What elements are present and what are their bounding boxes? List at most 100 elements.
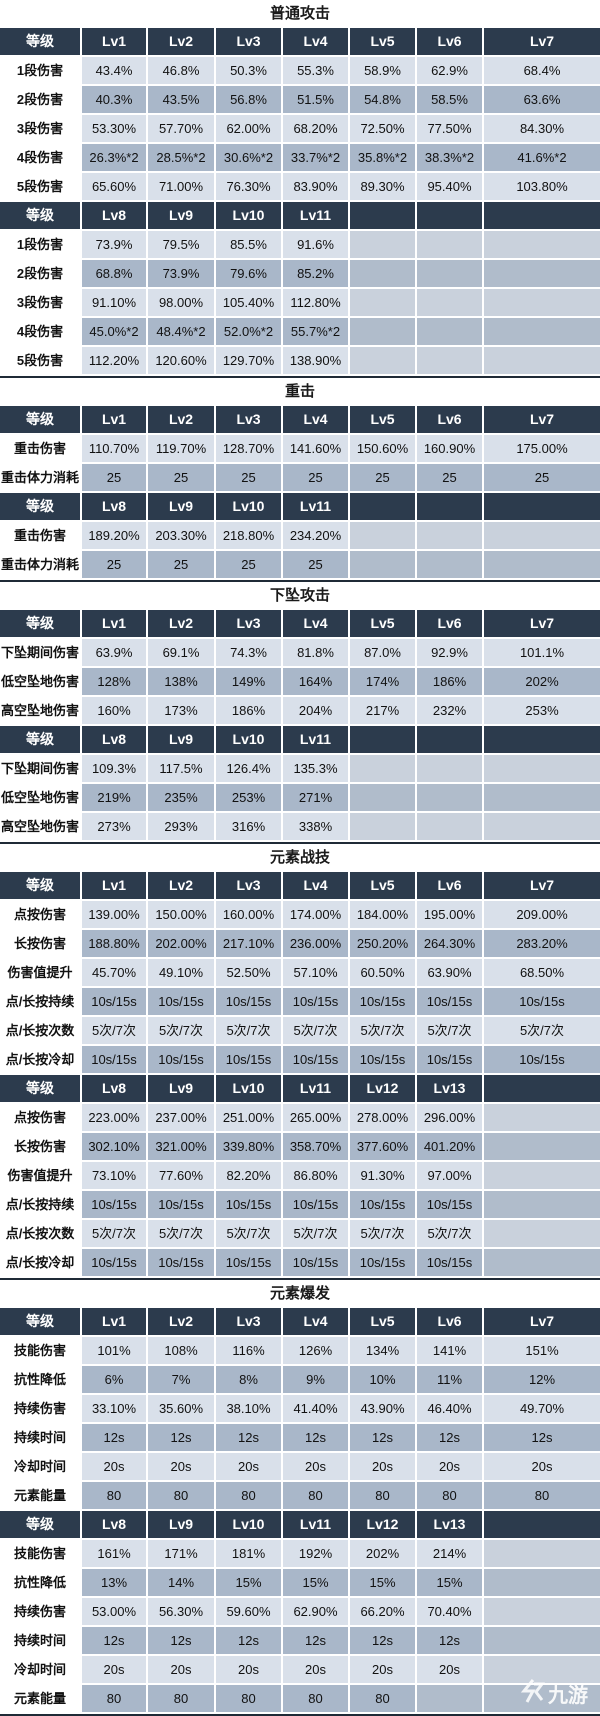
value-cell: 25	[148, 551, 214, 578]
value-cell: 74.3%	[216, 639, 281, 666]
row-label: 重击伤害	[0, 435, 80, 462]
value-cell: 101%	[82, 1337, 146, 1364]
empty-cell	[484, 1133, 600, 1160]
empty-cell	[484, 784, 600, 811]
table-header-row: 等级 Lv1 Lv2 Lv3 Lv4 Lv5 Lv6 Lv7	[0, 406, 600, 435]
value-cell: 5次/7次	[350, 1017, 415, 1044]
value-cell: 189.20%	[82, 522, 146, 549]
value-cell: 12s	[82, 1424, 146, 1451]
table-row: 长按伤害 302.10% 321.00% 339.80% 358.70% 377.60% 4…	[0, 1133, 600, 1162]
row-label: 点/长按次数	[0, 1220, 80, 1247]
row-label: 3段伤害	[0, 115, 80, 142]
row-label: 重击伤害	[0, 522, 80, 549]
value-cell: 202.00%	[148, 930, 214, 957]
value-cell: 68.4%	[484, 57, 600, 84]
value-cell: 138%	[148, 668, 214, 695]
value-cell: 20s	[350, 1453, 415, 1480]
table-row: 点/长按次数 5次/7次 5次/7次 5次/7次 5次/7次 5次/7次 5次/7次	[0, 1220, 600, 1249]
level-column-header: Lv5	[350, 1308, 415, 1335]
value-cell: 253%	[216, 784, 281, 811]
table-row: 3段伤害 91.10% 98.00% 105.40% 112.80%	[0, 289, 600, 318]
value-cell: 12%	[484, 1366, 600, 1393]
value-cell: 25	[283, 464, 348, 491]
value-cell: 49.70%	[484, 1395, 600, 1422]
value-cell: 48.4%*2	[148, 318, 214, 345]
empty-cell	[417, 260, 482, 287]
value-cell: 84.30%	[484, 115, 600, 142]
value-cell: 235%	[148, 784, 214, 811]
value-cell: 160%	[82, 697, 146, 724]
empty-cell	[484, 1569, 600, 1596]
value-cell: 10%	[350, 1366, 415, 1393]
empty-cell	[417, 1685, 482, 1712]
value-cell: 174.00%	[283, 901, 348, 928]
value-cell: 251.00%	[216, 1104, 281, 1131]
empty-cell	[484, 1104, 600, 1131]
level-column-header: Lv8	[82, 1511, 146, 1538]
value-cell: 14%	[148, 1569, 214, 1596]
row-label: 技能伤害	[0, 1337, 80, 1364]
value-cell: 253%	[484, 697, 600, 724]
level-header: 等级	[0, 1308, 80, 1335]
value-cell: 52.0%*2	[216, 318, 281, 345]
value-cell: 109.3%	[82, 755, 146, 782]
value-cell: 10s/15s	[417, 1191, 482, 1218]
table-row: 伤害值提升 73.10% 77.60% 82.20% 86.80% 91.30% 97.00…	[0, 1162, 600, 1191]
value-cell: 62.90%	[283, 1598, 348, 1625]
value-cell: 25	[148, 464, 214, 491]
section-title: 普通攻击	[0, 0, 600, 28]
value-cell: 10s/15s	[216, 1046, 281, 1073]
level-column-header: Lv4	[283, 406, 348, 433]
row-label: 1段伤害	[0, 57, 80, 84]
value-cell: 120.60%	[148, 347, 214, 374]
value-cell: 316%	[216, 813, 281, 840]
level-column-header: Lv8	[82, 202, 146, 229]
value-cell: 265.00%	[283, 1104, 348, 1131]
empty-cell	[484, 1598, 600, 1625]
value-cell: 97.00%	[417, 1162, 482, 1189]
value-cell: 358.70%	[283, 1133, 348, 1160]
value-cell: 85.2%	[283, 260, 348, 287]
row-label: 持续伤害	[0, 1395, 80, 1422]
empty-cell	[484, 1191, 600, 1218]
value-cell: 95.40%	[417, 173, 482, 200]
value-cell: 20s	[283, 1656, 348, 1683]
value-cell: 83.90%	[283, 173, 348, 200]
value-cell: 98.00%	[148, 289, 214, 316]
value-cell: 219%	[82, 784, 146, 811]
value-cell: 79.5%	[148, 231, 214, 258]
value-cell: 80	[283, 1685, 348, 1712]
level-column-header: Lv4	[283, 610, 348, 637]
row-label: 冷却时间	[0, 1453, 80, 1480]
value-cell: 141.60%	[283, 435, 348, 462]
value-cell: 86.80%	[283, 1162, 348, 1189]
level-header: 等级	[0, 28, 80, 55]
value-cell: 41.6%*2	[484, 144, 600, 171]
level-column-header: Lv3	[216, 610, 281, 637]
level-column-header	[417, 202, 482, 229]
value-cell: 10s/15s	[82, 988, 146, 1015]
value-cell: 38.10%	[216, 1395, 281, 1422]
table-row: 持续伤害 33.10% 35.60% 38.10% 41.40% 43.90% 46.40%…	[0, 1395, 600, 1424]
level-column-header: Lv7	[484, 610, 600, 637]
row-label: 低空坠地伤害	[0, 668, 80, 695]
table-row: 低空坠地伤害 219% 235% 253% 271%	[0, 784, 600, 813]
value-cell: 40.3%	[82, 86, 146, 113]
table-row: 低空坠地伤害 128% 138% 149% 164% 174% 186% 202%	[0, 668, 600, 697]
row-label: 长按伤害	[0, 930, 80, 957]
value-cell: 80	[82, 1482, 146, 1509]
value-cell: 10s/15s	[216, 988, 281, 1015]
value-cell: 80	[350, 1685, 415, 1712]
value-cell: 12s	[350, 1424, 415, 1451]
table-header-row: 等级 Lv1 Lv2 Lv3 Lv4 Lv5 Lv6 Lv7	[0, 1308, 600, 1337]
value-cell: 184.00%	[350, 901, 415, 928]
value-cell: 273%	[82, 813, 146, 840]
level-column-header: Lv4	[283, 1308, 348, 1335]
row-label: 点/长按持续	[0, 988, 80, 1015]
value-cell: 35.8%*2	[350, 144, 415, 171]
value-cell: 12s	[82, 1627, 146, 1654]
value-cell: 26.3%*2	[82, 144, 146, 171]
value-cell: 338%	[283, 813, 348, 840]
value-cell: 87.0%	[350, 639, 415, 666]
value-cell: 128%	[82, 668, 146, 695]
